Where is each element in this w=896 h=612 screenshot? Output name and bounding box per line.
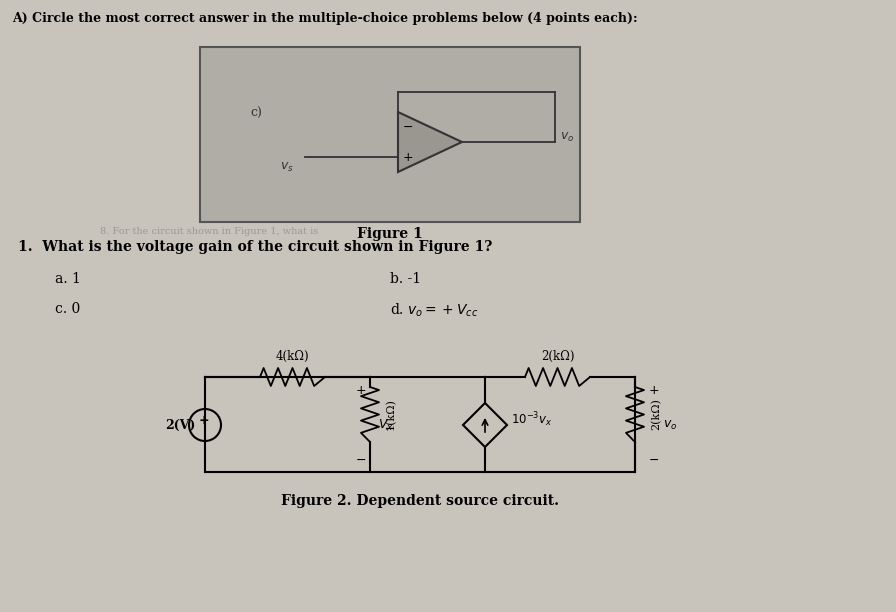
Text: $v_o$: $v_o$: [663, 419, 677, 431]
Text: +: +: [356, 384, 366, 398]
Text: c): c): [250, 107, 262, 120]
Text: A) Circle the most correct answer in the multiple-choice problems below (4 point: A) Circle the most correct answer in the…: [12, 12, 638, 25]
Text: −: −: [356, 453, 366, 466]
Text: b. -1: b. -1: [390, 272, 421, 286]
Text: −: −: [403, 121, 413, 133]
Text: 2(V): 2(V): [165, 419, 195, 431]
Text: Figure 2. Dependent source circuit.: Figure 2. Dependent source circuit.: [281, 494, 559, 508]
Text: c. 0: c. 0: [55, 302, 81, 316]
Text: +: +: [403, 151, 414, 163]
Text: 1.  What is the voltage gain of the circuit shown in Figure 1?: 1. What is the voltage gain of the circu…: [18, 240, 493, 254]
Text: $v_o$: $v_o$: [560, 130, 574, 144]
Polygon shape: [463, 403, 507, 447]
Text: 1(kΩ): 1(kΩ): [386, 398, 396, 430]
Text: 2(kΩ): 2(kΩ): [651, 398, 661, 430]
Text: +: +: [649, 384, 659, 398]
Bar: [200, 47, 580, 222]
Text: Figure 1: Figure 1: [358, 227, 423, 241]
Text: +: +: [199, 414, 210, 427]
Text: $10^{-3}v_x$: $10^{-3}v_x$: [511, 411, 553, 430]
Text: $V_x$: $V_x$: [378, 417, 394, 433]
Text: 2(kΩ): 2(kΩ): [541, 350, 574, 363]
Text: $v_s$: $v_s$: [280, 160, 294, 174]
Text: d. $v_o = +V_{cc}$: d. $v_o = +V_{cc}$: [390, 302, 478, 319]
Text: −: −: [649, 453, 659, 466]
Text: 8. For the circuit shown in Figure 1, what is: 8. For the circuit shown in Figure 1, wh…: [100, 227, 318, 236]
Text: a. 1: a. 1: [55, 272, 81, 286]
Text: 4(kΩ): 4(kΩ): [276, 350, 309, 363]
Polygon shape: [398, 112, 462, 172]
